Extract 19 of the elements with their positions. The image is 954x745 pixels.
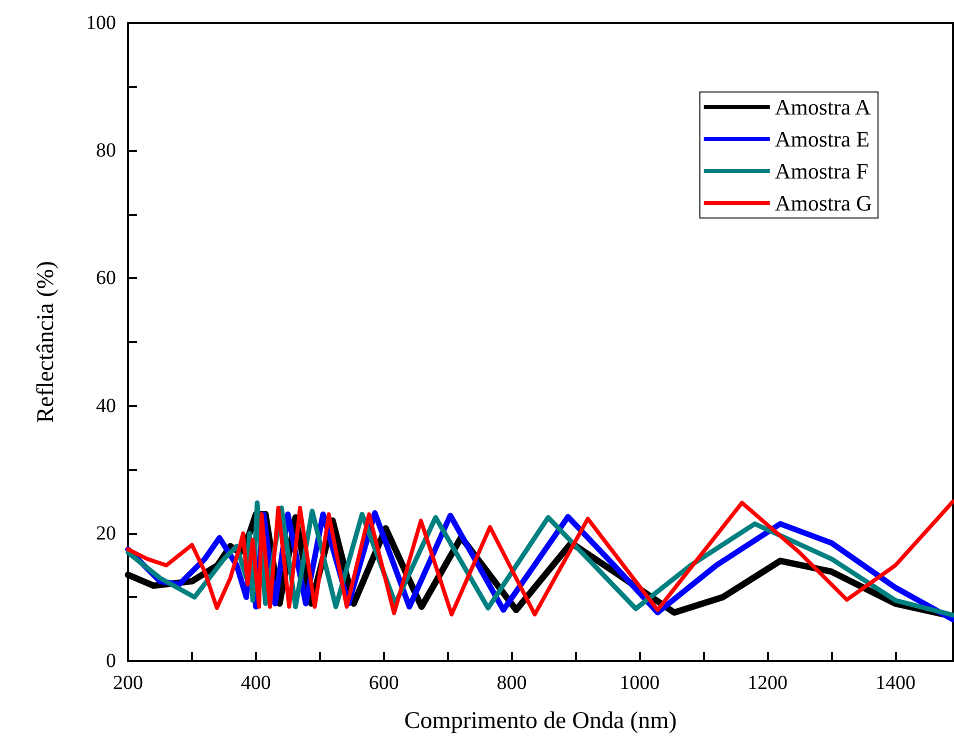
x-tick-label: 1200 <box>748 672 788 694</box>
y-tick-label: 100 <box>86 12 116 34</box>
x-axis-title: Comprimento de Onda (nm) <box>404 708 677 734</box>
x-tick-label: 400 <box>240 672 271 694</box>
x-tick-label: 1400 <box>875 672 916 694</box>
legend-label: Amostra E <box>774 126 870 152</box>
legend-label: Amostra G <box>774 190 872 216</box>
y-tick-label: 40 <box>96 394 116 417</box>
y-tick-label: 80 <box>96 140 116 162</box>
legend-label: Amostra A <box>774 94 871 120</box>
y-tick-label: 20 <box>96 522 116 544</box>
legend-label: Amostra F <box>774 158 868 184</box>
y-tick-label: 0 <box>106 650 116 672</box>
y-tick-label: 60 <box>96 267 116 290</box>
x-tick-label: 200 <box>113 672 143 694</box>
y-axis-title: Reflectância (%) <box>33 261 59 423</box>
x-tick-label: 800 <box>496 672 527 694</box>
x-tick-label: 600 <box>368 672 399 694</box>
x-tick-label: 1000 <box>620 672 660 694</box>
